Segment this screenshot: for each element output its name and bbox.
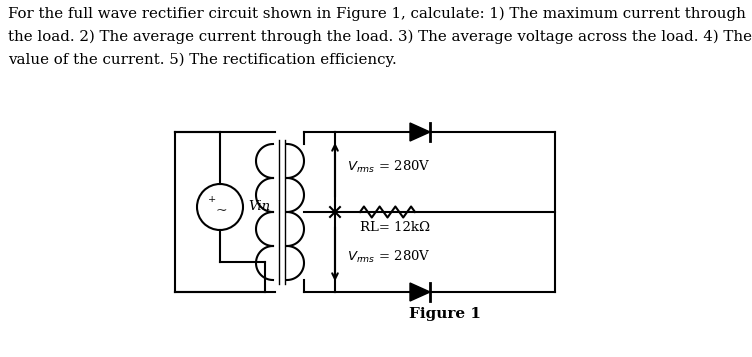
- Text: Figure 1: Figure 1: [409, 307, 481, 321]
- Text: For the full wave rectifier circuit shown in Figure 1, calculate: 1) The maximum: For the full wave rectifier circuit show…: [8, 7, 752, 67]
- Polygon shape: [410, 123, 430, 141]
- Text: $V_{rms}$ = 280V: $V_{rms}$ = 280V: [347, 159, 431, 175]
- Text: RL= 12kΩ: RL= 12kΩ: [360, 221, 430, 234]
- Text: Vin: Vin: [248, 201, 270, 213]
- Text: $V_{rms}$ = 280V: $V_{rms}$ = 280V: [347, 249, 431, 265]
- Polygon shape: [410, 283, 430, 301]
- Text: ~: ~: [215, 204, 227, 218]
- Text: +: +: [208, 196, 216, 205]
